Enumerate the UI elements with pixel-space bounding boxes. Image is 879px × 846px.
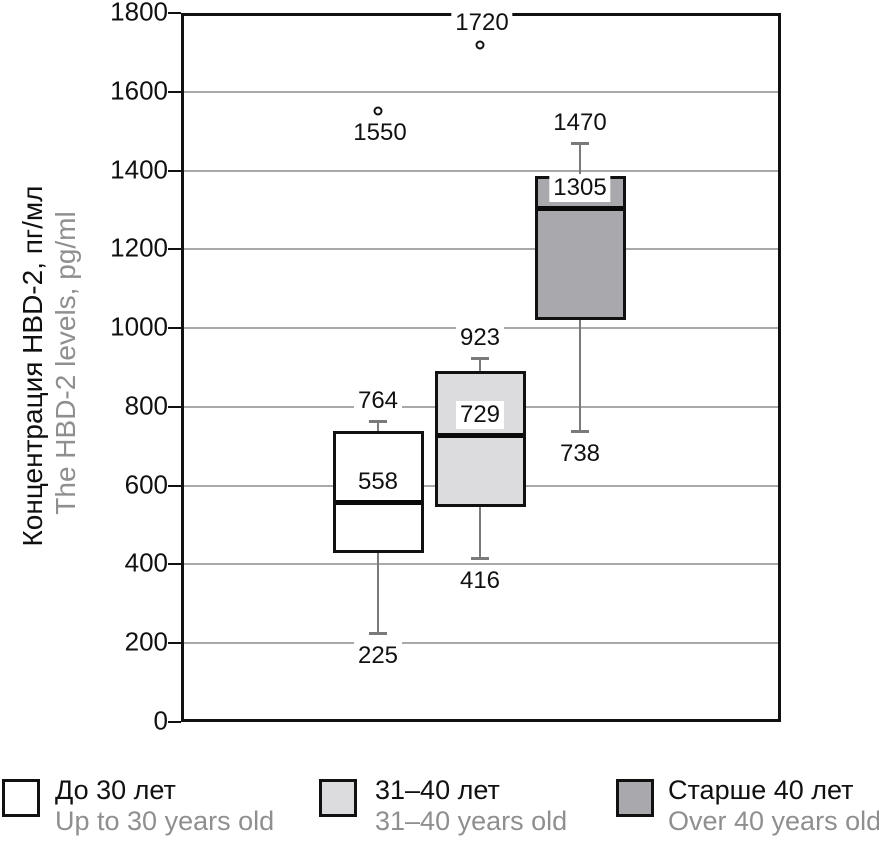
outlier-point	[475, 40, 485, 49]
whisker-low-line	[579, 320, 581, 432]
whisker-high-line	[579, 142, 581, 177]
median-line-group-3	[537, 205, 623, 211]
legend-label-russian: 31–40 лет	[375, 775, 500, 805]
legend-label-russian: Старше 40 лет	[668, 775, 854, 805]
y-tick-400	[168, 563, 181, 566]
y-tick-label-0: 0	[153, 705, 168, 736]
whisker-high-label: 923	[455, 324, 505, 353]
whisker-high-line	[479, 358, 481, 372]
gridline-1200	[181, 248, 781, 251]
y-tick-800	[168, 405, 181, 408]
whisker-high-cap	[571, 141, 589, 145]
y-tick-1000	[168, 327, 181, 330]
whisker-low-line	[377, 552, 379, 634]
legend-swatch-group-2	[319, 779, 357, 817]
whisker-low-cap	[471, 557, 489, 561]
y-tick-0	[168, 721, 181, 723]
whisker-high-label: 764	[353, 387, 403, 416]
whisker-high-label: 1470	[549, 108, 611, 137]
y-tick-200	[168, 642, 181, 645]
outlier-label: 1720	[451, 8, 513, 37]
y-tick-600	[168, 484, 181, 487]
gridline-400	[181, 563, 781, 566]
legend-swatch-group-1	[2, 779, 40, 817]
whisker-low-cap	[571, 430, 589, 434]
legend-label-english: Over 40 years old	[668, 806, 879, 836]
whisker-low-label: 416	[455, 567, 505, 596]
y-tick-label-400: 400	[124, 547, 168, 578]
box-group-2	[434, 371, 526, 508]
y-tick-1200	[168, 248, 181, 251]
y-tick-label-1200: 1200	[110, 232, 168, 263]
median-line-group-2	[437, 432, 523, 438]
outlier-point	[373, 106, 383, 116]
y-tick-label-200: 200	[124, 626, 168, 657]
y-tick-label-1000: 1000	[110, 311, 168, 342]
whisker-high-cap	[471, 357, 489, 361]
legend-item-group-2: 31–40 лет 31–40 years old	[375, 775, 567, 837]
y-tick-label-1800: 1800	[110, 0, 168, 27]
y-tick-label-600: 600	[124, 468, 168, 499]
whisker-high-line	[377, 421, 379, 432]
legend-label-english: 31–40 years old	[375, 806, 568, 836]
median-label: 1305	[549, 173, 611, 202]
legend-label-russian: До 30 лет	[55, 775, 176, 805]
y-tick-label-1400: 1400	[110, 153, 168, 184]
y-tick-label-800: 800	[124, 390, 168, 421]
whisker-low-label: 738	[555, 440, 605, 469]
median-line-group-1	[335, 500, 421, 506]
y-tick-1400	[168, 169, 181, 172]
median-label: 729	[455, 400, 505, 429]
median-label: 558	[353, 468, 403, 497]
gridline-200	[181, 642, 781, 645]
y-tick-1600	[168, 90, 181, 93]
whisker-low-line	[479, 507, 481, 559]
whisker-low-label: 225	[353, 642, 403, 671]
legend-item-group-3: Старше 40 лет Over 40 years old	[668, 775, 879, 837]
gridline-1400	[181, 169, 781, 172]
y-tick-1800	[168, 12, 181, 14]
whisker-high-cap	[369, 420, 387, 424]
legend-item-group-1: До 30 лет Up to 30 years old	[55, 775, 274, 837]
y-tick-label-1600: 1600	[110, 75, 168, 106]
whisker-low-cap	[369, 632, 387, 636]
gridline-1600	[181, 90, 781, 93]
outlier-label: 1550	[349, 119, 411, 148]
legend-swatch-group-3	[616, 779, 654, 817]
legend-label-english: Up to 30 years old	[55, 806, 275, 836]
